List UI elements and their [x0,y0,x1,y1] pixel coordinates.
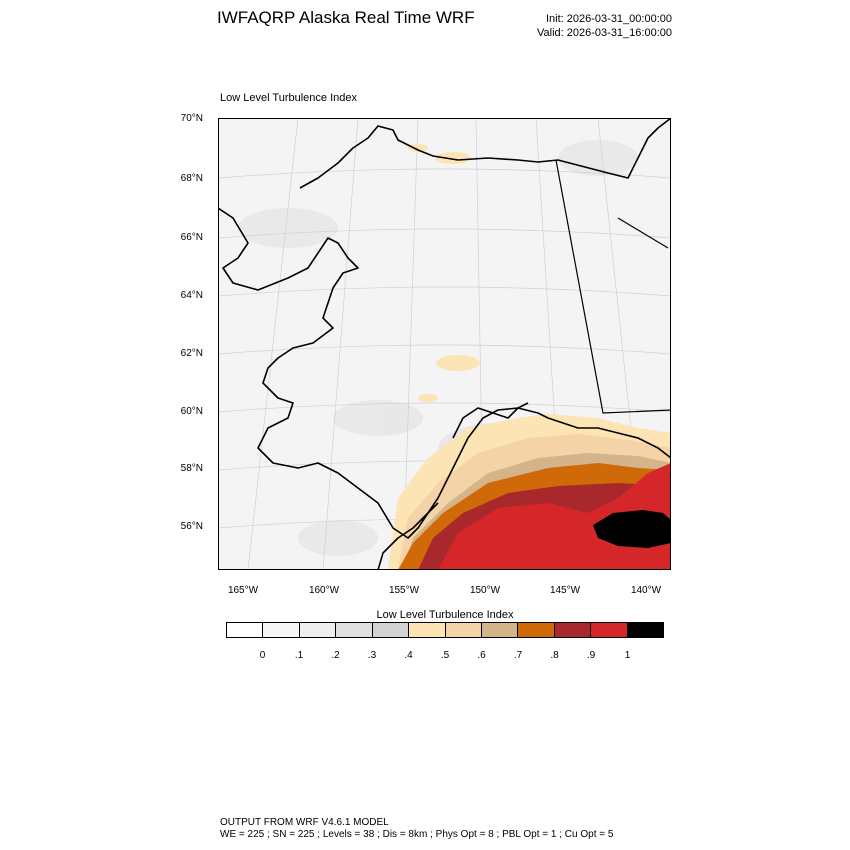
lat-label-62: 62°N [180,348,203,359]
colorbar [226,622,664,638]
colorbar-label-9: .9 [586,650,596,661]
colorbar-box-6 [445,623,482,637]
turbulence-fields [388,414,671,570]
lon-label-150: 150°W [469,585,501,596]
colorbar-box-4 [372,623,410,637]
colorbar-label-2: .2 [331,650,340,661]
alaska-canada-border [555,159,671,414]
colorbar-title: Low Level Turbulence Index [376,609,514,621]
map-frame [218,118,671,570]
valid-time: Valid: 2026-03-31_16:00:00 [537,27,672,39]
lat-label-66: 66°N [180,232,203,243]
borders [555,159,671,414]
colorbar-box-9 [554,623,592,637]
footer-config-line: WE = 225 ; SN = 225 ; Levels = 38 ; Dis … [220,829,614,840]
lon-label-145: 145°W [549,585,581,596]
colorbar-box-7 [481,623,519,637]
colorbar-label-6: .6 [477,650,486,661]
lon-label-140: 140°W [630,585,662,596]
field-black [593,510,671,548]
turbulence-map [218,118,671,570]
lat-label-60: 60°N [180,406,203,417]
colorbar-box-8 [518,623,555,637]
inland-sound [452,402,529,439]
colorbar-box-10 [591,623,628,637]
main-title: IWFAQRP Alaska Real Time WRF [217,8,475,27]
colorbar-box-1 [263,623,300,637]
colorbar-box-5 [409,623,446,637]
lat-label-68: 68°N [180,173,203,184]
init-time: Init: 2026-03-31_00:00:00 [546,13,672,25]
colorbar-label-3: .3 [367,650,377,661]
colorbar-label-0: 0 [259,650,266,661]
footer: OUTPUT FROM WRF V4.6.1 MODEL WE = 225 ; … [220,817,613,841]
colorbar-label-10: 1 [624,650,631,661]
colorbar-label-1: .1 [294,650,304,661]
footer-model-line: OUTPUT FROM WRF V4.6.1 MODEL [220,817,389,828]
lon-label-165: 165°W [227,585,259,596]
aleutian-peninsula [377,502,439,570]
lat-label-64: 64°N [180,290,203,301]
yukon-border [617,217,669,249]
lat-label-56: 56°N [180,521,203,532]
panel-title: Low Level Turbulence Index [220,92,357,104]
colorbar-label-7: .7 [513,650,523,661]
lon-label-160: 160°W [308,585,340,596]
colorbar-label-8: .8 [550,650,559,661]
init-valid-block: Init: 2026-03-31_00:00:00 Valid: 2026-03… [537,12,672,40]
map-area [218,118,671,570]
colorbar-label-4: .4 [404,650,413,661]
colorbar-box-0 [227,623,264,637]
lat-label-58: 58°N [180,463,203,474]
colorbar-box-11 [627,623,664,637]
lat-label-70: 70°N [180,113,203,124]
west-coast [218,207,671,539]
colorbar-label-5: .5 [440,650,450,661]
light-speckles [408,144,480,402]
coastlines [218,118,671,570]
north-coast [299,118,671,189]
lon-label-155: 155°W [388,585,420,596]
colorbar-box-2 [299,623,337,637]
colorbar-box-3 [336,623,373,637]
